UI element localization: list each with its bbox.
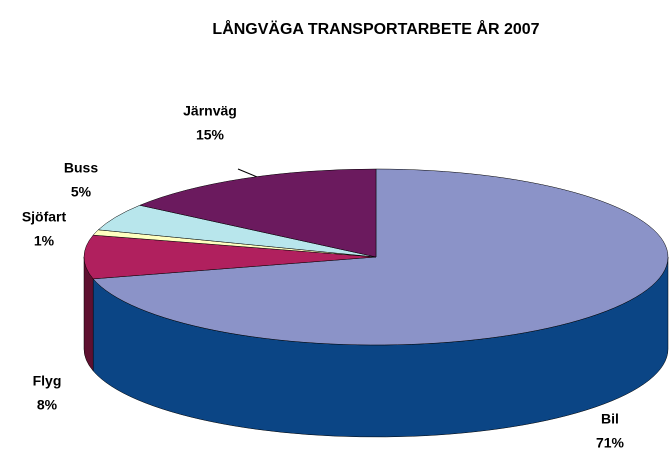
value-label: 71% (596, 435, 625, 450)
chart-title: LÅNGVÄGA TRANSPORTARBETE ÅR 2007 (212, 19, 539, 38)
slice-label: Sjöfart (22, 209, 67, 225)
slice-label: Buss (64, 160, 98, 176)
slice-label: Flyg (33, 373, 62, 389)
value-label: 8% (37, 397, 58, 413)
pie-slice (83, 234, 377, 280)
pie-slice (138, 168, 377, 258)
value-label: 15% (196, 127, 225, 143)
value-label: 5% (71, 184, 92, 200)
pie-tops (83, 168, 669, 346)
pie-slice (92, 168, 669, 346)
slice-label: Bil (601, 411, 619, 427)
slice-label: Järnväg (183, 103, 237, 119)
value-label: 1% (34, 233, 55, 249)
